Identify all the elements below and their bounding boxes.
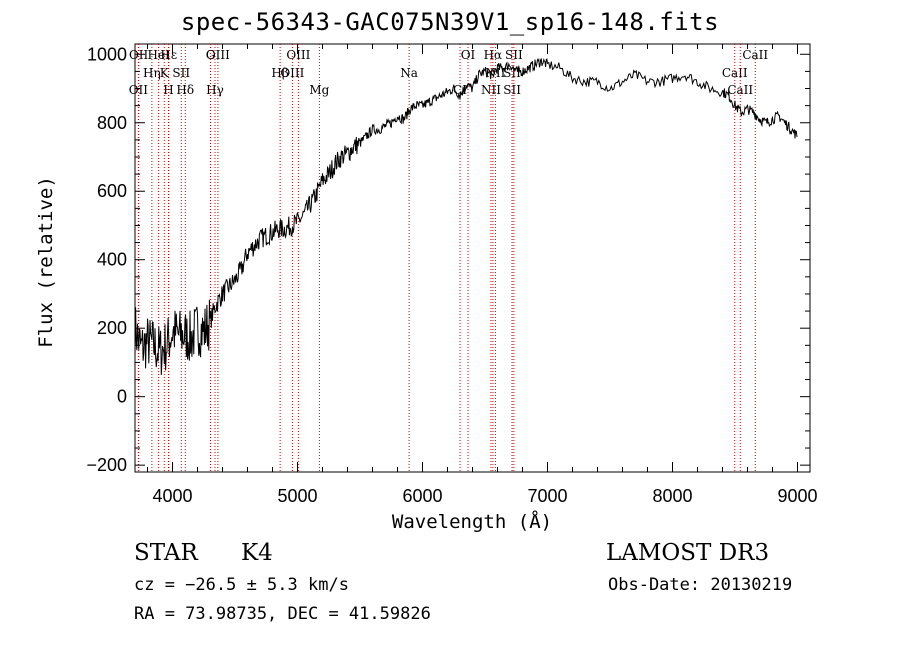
x-tick-label: 6000	[402, 486, 442, 506]
y-tick-label: 800	[97, 113, 127, 133]
line-marker-label: SII	[505, 48, 523, 62]
line-marker-label: Hγ	[206, 83, 224, 97]
coordinates-text: RA = 73.98735, DEC = 41.59826	[134, 604, 431, 624]
x-tick-label: 5000	[277, 486, 317, 506]
survey-name: LAMOST DR3	[606, 540, 770, 566]
x-tick-label: 4000	[152, 486, 192, 506]
line-marker-label: Na	[400, 66, 418, 80]
line-marker-label: CaII	[742, 48, 768, 62]
x-axis-label: Wavelength (Å)	[391, 511, 553, 533]
y-tick-label: 200	[97, 318, 127, 338]
line-marker-label: OIII	[206, 48, 230, 62]
y-tick-label: 0	[117, 387, 127, 407]
y-tick-label: −200	[86, 455, 127, 475]
line-marker-label: K	[160, 66, 170, 80]
line-marker-label: H	[163, 83, 173, 97]
x-tick-label: 9000	[777, 486, 817, 506]
x-tick-label: 7000	[527, 486, 567, 506]
line-marker-label: G	[206, 48, 216, 62]
line-marker-label: Mg	[309, 83, 329, 97]
line-marker-label: Hδ	[176, 83, 194, 97]
line-marker-label: Hη	[143, 66, 161, 80]
line-marker-label: OIII	[280, 66, 304, 80]
line-marker-label: OIII	[286, 48, 310, 62]
object-subclass: K4	[241, 540, 273, 566]
line-marker-label: SII	[503, 83, 521, 97]
line-marker-label: Hα	[484, 48, 503, 62]
line-marker-label: Hβ	[271, 66, 288, 80]
line-marker-label: OI	[461, 48, 476, 62]
line-marker-label: NII	[481, 83, 501, 97]
x-tick-label: 8000	[652, 486, 692, 506]
line-marker-label: SII	[172, 66, 190, 80]
obs-date-text: Obs-Date: 20130219	[608, 575, 793, 595]
line-marker-label: CaII	[722, 66, 748, 80]
redshift-text: cz = −26.5 ± 5.3 km/s	[134, 575, 349, 595]
plot-frame	[134, 43, 811, 473]
y-axis-label: Flux (relative)	[35, 176, 57, 348]
spectrum-line	[134, 57, 798, 376]
y-tick-label: 400	[97, 250, 127, 270]
line-marker-label: HeI	[147, 48, 170, 62]
chart-title: spec-56343-GAC075N39V1_sp16-148.fits	[180, 8, 720, 36]
y-tick-label: 600	[97, 181, 127, 201]
y-tick-label: 1000	[87, 44, 127, 64]
object-class: STAR	[134, 540, 198, 566]
line-marker-label: CaII	[727, 83, 753, 97]
line-marker-label: OII	[129, 48, 149, 62]
